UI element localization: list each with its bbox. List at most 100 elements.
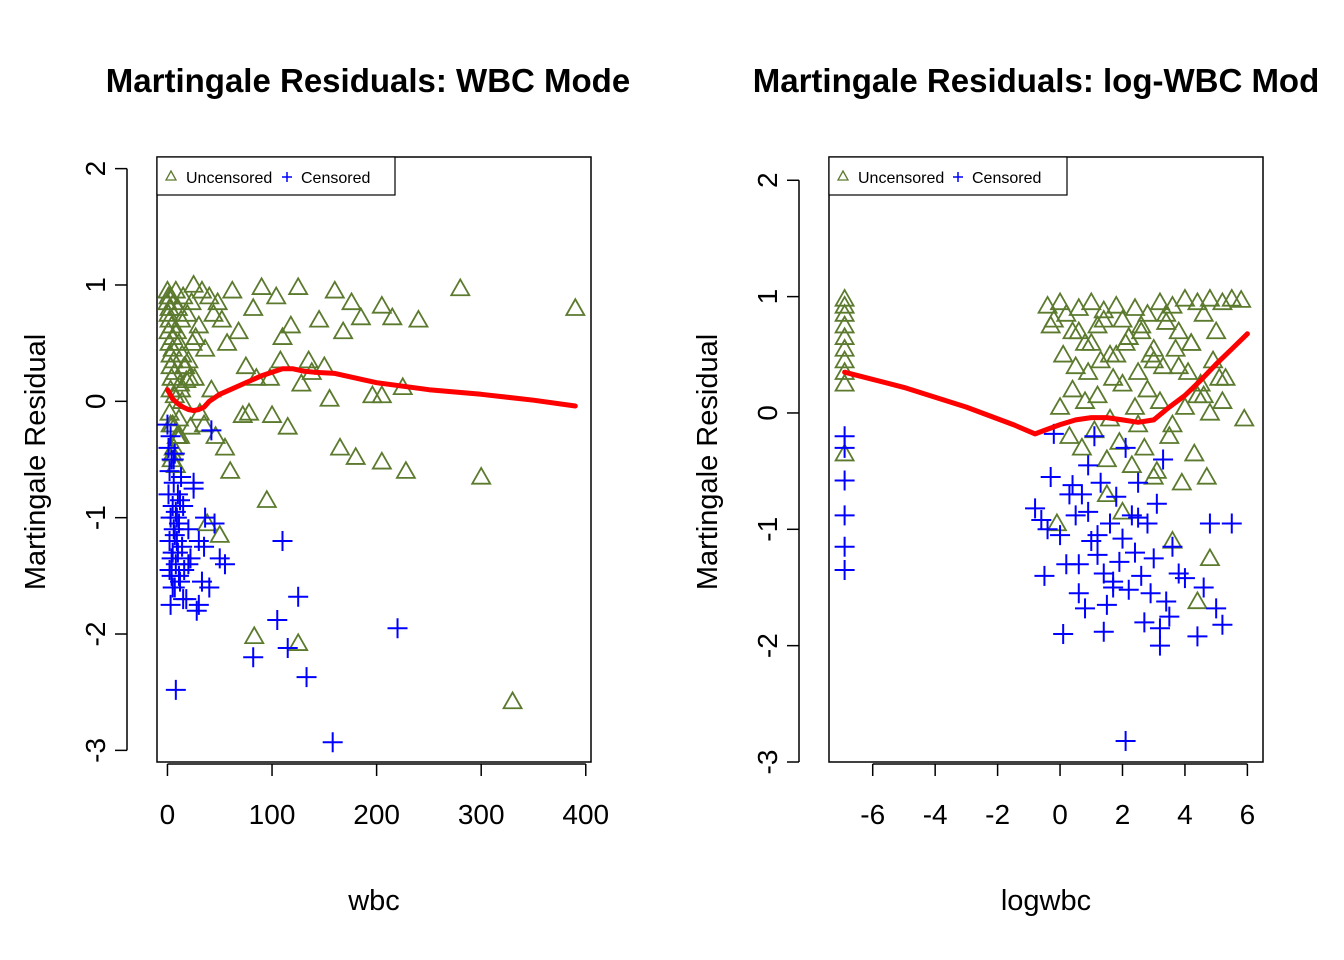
point-uncensored (502, 690, 524, 710)
point-uncensored (1049, 291, 1071, 311)
point-uncensored (1074, 390, 1096, 409)
point-censored (267, 610, 288, 631)
point-censored (1221, 513, 1242, 534)
point-uncensored (1233, 407, 1255, 427)
legend-label-censored: Censored (972, 170, 1041, 187)
point-censored (178, 554, 199, 575)
y-tick-label: -2 (752, 633, 783, 658)
point-uncensored (162, 338, 184, 357)
point-uncensored (1065, 355, 1087, 375)
x-tick-label: 2 (1115, 799, 1131, 830)
point-uncensored (1130, 320, 1152, 340)
point-uncensored (202, 303, 225, 322)
legend-label-censored: Censored (301, 170, 370, 187)
point-uncensored (371, 451, 393, 470)
point-censored (162, 577, 183, 598)
y-tick-label: 1 (80, 277, 111, 293)
point-uncensored (1099, 343, 1121, 363)
point-censored (1078, 501, 1099, 522)
point-censored (1087, 544, 1108, 565)
point-censored (1124, 542, 1145, 563)
point-censored (160, 426, 181, 447)
point-uncensored (1143, 349, 1165, 369)
x-tick-label: 100 (249, 799, 296, 830)
point-uncensored (221, 279, 243, 299)
point-censored (1137, 513, 1158, 534)
point-censored (188, 594, 209, 615)
point-uncensored (170, 378, 192, 398)
plot-frame (156, 156, 592, 763)
point-uncensored (345, 446, 367, 465)
point-censored (1140, 583, 1161, 604)
point-censored (1131, 565, 1152, 586)
point-censored (1062, 475, 1083, 496)
point-uncensored (834, 349, 856, 369)
point-uncensored (1180, 332, 1202, 351)
point-censored (1103, 577, 1124, 598)
point-censored (1149, 618, 1170, 639)
point-uncensored (1111, 373, 1134, 392)
point-uncensored (834, 314, 856, 334)
point-uncensored (1152, 355, 1174, 375)
point-uncensored (290, 373, 312, 392)
y-tick-label: 2 (80, 161, 111, 177)
point-uncensored (1196, 466, 1218, 485)
point-uncensored (371, 384, 393, 404)
point-censored (1115, 437, 1136, 458)
point-uncensored (209, 524, 231, 543)
point-uncensored (1186, 590, 1208, 610)
point-censored (199, 577, 220, 598)
point-censored (1037, 519, 1058, 540)
point-uncensored (182, 332, 204, 351)
y-tick-label: -3 (80, 738, 111, 763)
point-uncensored (1093, 309, 1115, 328)
x-tick-label: 0 (1052, 799, 1068, 830)
x-tick-label: 4 (1177, 799, 1193, 830)
x-tick-label: -6 (860, 799, 885, 830)
point-censored (272, 530, 293, 551)
point-uncensored (834, 373, 856, 392)
point-uncensored (1158, 425, 1180, 444)
point-uncensored (211, 309, 233, 328)
point-censored (1115, 731, 1136, 752)
point-uncensored (219, 460, 241, 479)
point-uncensored (170, 309, 192, 328)
point-uncensored (1130, 314, 1152, 334)
point-censored (1199, 513, 1220, 534)
point-uncensored (361, 384, 383, 404)
point-uncensored (1199, 547, 1221, 567)
point-censored (1128, 507, 1149, 528)
x-tick-label: 200 (353, 799, 400, 830)
point-uncensored (269, 349, 291, 369)
point-uncensored (1049, 396, 1071, 415)
point-uncensored (1211, 390, 1233, 409)
point-censored (1065, 505, 1086, 526)
point-uncensored (200, 378, 222, 398)
point-uncensored (184, 367, 206, 386)
point-uncensored (176, 303, 198, 322)
point-uncensored (1055, 303, 1077, 322)
point-censored (1078, 455, 1099, 476)
point-uncensored (371, 295, 393, 314)
legend-plus-icon (953, 172, 963, 182)
point-uncensored (1136, 378, 1159, 398)
point-uncensored (319, 388, 341, 407)
x-axis-label: logwbc (1001, 885, 1091, 917)
point-censored (834, 437, 855, 458)
point-uncensored (169, 373, 191, 392)
point-censored (1068, 554, 1089, 575)
point-uncensored (1074, 332, 1096, 351)
point-uncensored (188, 314, 210, 334)
point-uncensored (1096, 448, 1118, 468)
point-censored (1100, 513, 1121, 534)
point-uncensored (329, 437, 351, 456)
point-uncensored (280, 314, 302, 334)
point-censored (168, 513, 189, 534)
data-points (834, 288, 1255, 752)
y-tick-label: 0 (80, 394, 111, 410)
point-uncensored (1155, 303, 1177, 322)
point-uncensored (1102, 367, 1124, 386)
point-censored (322, 732, 343, 753)
point-censored (296, 667, 317, 688)
point-uncensored (1086, 314, 1109, 334)
